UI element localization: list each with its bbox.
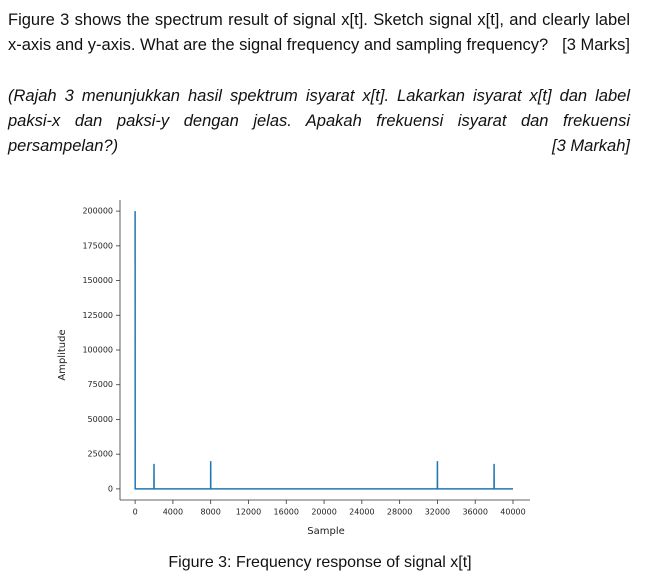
question-english: Figure 3 shows the spectrum result of si… — [8, 8, 630, 58]
y-tick-label: 150000 — [82, 276, 113, 285]
y-tick-label: 175000 — [82, 241, 113, 250]
chart: Sample Amplitude 0 25000 50000 75000 100000 1… — [57, 200, 530, 537]
x-tick-label: 32000 — [425, 508, 450, 517]
x-tick-label: 20000 — [311, 508, 336, 517]
question-text: (Rajah 3 menunjukkan hasil spektrum isya… — [8, 87, 630, 155]
x-tick-label: 40000 — [500, 508, 525, 517]
y-tick-label: 100000 — [82, 346, 113, 355]
y-tick-label: 0 — [108, 484, 113, 493]
marks: [3 Marks] — [562, 36, 630, 54]
y-tick-label: 75000 — [88, 380, 113, 389]
x-tick-label: 8000 — [201, 508, 221, 517]
x-tick-label: 0 — [133, 508, 138, 517]
y-axis-label: Amplitude — [57, 329, 68, 380]
x-tick-label: 12000 — [236, 508, 261, 517]
x-tick-label: 28000 — [387, 508, 412, 517]
x-tick-label: 16000 — [274, 508, 299, 517]
y-tick-label: 200000 — [82, 207, 113, 216]
y-tick-label: 125000 — [82, 311, 113, 320]
x-tick-label: 4000 — [163, 508, 183, 517]
x-tick-label: 24000 — [349, 508, 374, 517]
x-tick-label: 36000 — [462, 508, 487, 517]
marks: [3 Markah] — [552, 137, 630, 155]
figure-caption: Figure 3: Frequency response of signal x… — [168, 554, 472, 571]
question-text: Figure 3 shows the spectrum result of si… — [8, 11, 630, 54]
question-malay: (Rajah 3 menunjukkan hasil spektrum isya… — [8, 84, 630, 159]
y-tick-label: 25000 — [88, 450, 113, 459]
y-tick-label: 50000 — [88, 415, 113, 424]
x-axis-label: Sample — [307, 526, 345, 537]
spectrum-line — [134, 211, 513, 490]
